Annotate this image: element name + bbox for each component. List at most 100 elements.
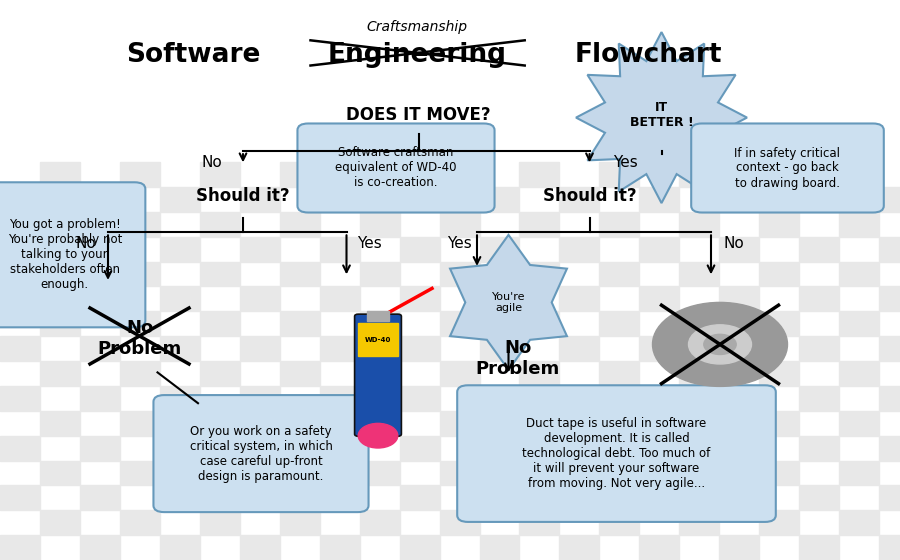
Bar bbox=[400, 386, 439, 411]
Bar bbox=[320, 535, 360, 560]
Bar bbox=[639, 386, 680, 411]
Bar bbox=[280, 460, 319, 486]
Bar bbox=[239, 187, 280, 212]
Bar bbox=[0, 187, 40, 212]
Bar bbox=[0, 486, 40, 510]
Bar bbox=[599, 411, 639, 436]
Bar bbox=[480, 237, 519, 262]
Bar bbox=[680, 361, 719, 386]
Bar bbox=[367, 311, 389, 321]
FancyBboxPatch shape bbox=[355, 314, 401, 436]
Bar bbox=[360, 361, 400, 386]
Bar bbox=[519, 262, 560, 287]
Bar bbox=[400, 436, 439, 460]
Bar bbox=[400, 187, 439, 212]
Text: Or you work on a safety
critical system, in which
case careful up-front
design i: Or you work on a safety critical system,… bbox=[190, 424, 332, 483]
Bar bbox=[799, 237, 839, 262]
Bar bbox=[839, 510, 879, 535]
Bar bbox=[519, 212, 560, 237]
Text: DOES IT MOVE?: DOES IT MOVE? bbox=[346, 106, 490, 124]
Bar bbox=[120, 311, 160, 336]
Bar bbox=[200, 411, 239, 436]
Bar bbox=[120, 460, 160, 486]
Bar bbox=[320, 187, 360, 212]
Bar bbox=[639, 287, 680, 311]
Bar bbox=[320, 436, 360, 460]
Bar bbox=[879, 386, 900, 411]
FancyBboxPatch shape bbox=[457, 385, 776, 522]
Bar bbox=[439, 162, 480, 187]
Bar bbox=[879, 237, 900, 262]
Bar bbox=[320, 386, 360, 411]
Bar bbox=[639, 535, 680, 560]
Text: Should it?: Should it? bbox=[196, 187, 290, 205]
Bar bbox=[599, 510, 639, 535]
Bar bbox=[799, 436, 839, 460]
FancyBboxPatch shape bbox=[691, 124, 884, 213]
Text: Craftsmanship: Craftsmanship bbox=[366, 20, 467, 34]
Bar bbox=[120, 262, 160, 287]
Circle shape bbox=[652, 302, 788, 386]
Bar bbox=[160, 436, 200, 460]
Bar bbox=[680, 460, 719, 486]
Bar bbox=[280, 162, 319, 187]
Bar bbox=[400, 336, 439, 361]
Bar bbox=[400, 237, 439, 262]
Bar bbox=[560, 386, 599, 411]
Bar bbox=[560, 187, 599, 212]
Bar bbox=[160, 237, 200, 262]
Bar bbox=[599, 212, 639, 237]
Bar bbox=[680, 212, 719, 237]
Bar bbox=[160, 336, 200, 361]
Bar bbox=[519, 510, 560, 535]
Bar bbox=[40, 162, 80, 187]
Bar bbox=[280, 510, 319, 535]
Bar bbox=[280, 411, 319, 436]
Bar bbox=[839, 411, 879, 436]
Bar bbox=[439, 411, 480, 436]
Polygon shape bbox=[450, 235, 567, 370]
Text: Duct tape is useful in software
development. It is called
technological debt. To: Duct tape is useful in software developm… bbox=[522, 417, 711, 490]
Bar bbox=[680, 262, 719, 287]
Bar bbox=[639, 336, 680, 361]
Bar bbox=[799, 486, 839, 510]
Bar bbox=[519, 361, 560, 386]
Bar bbox=[480, 287, 519, 311]
Bar bbox=[560, 436, 599, 460]
Bar bbox=[80, 187, 120, 212]
FancyBboxPatch shape bbox=[0, 183, 145, 327]
Bar bbox=[40, 460, 80, 486]
Bar bbox=[200, 262, 239, 287]
Text: You got a problem!
You're probably not
talking to your
stakeholders often
enough: You got a problem! You're probably not t… bbox=[7, 218, 122, 291]
Bar bbox=[120, 361, 160, 386]
Bar bbox=[799, 336, 839, 361]
Bar bbox=[120, 162, 160, 187]
Bar bbox=[400, 535, 439, 560]
Bar bbox=[360, 460, 400, 486]
Bar bbox=[639, 436, 680, 460]
Bar bbox=[280, 311, 319, 336]
Bar bbox=[839, 162, 879, 187]
FancyBboxPatch shape bbox=[297, 124, 495, 213]
FancyBboxPatch shape bbox=[153, 395, 369, 512]
Bar bbox=[239, 486, 280, 510]
Bar bbox=[160, 287, 200, 311]
Bar bbox=[560, 287, 599, 311]
Bar bbox=[80, 386, 120, 411]
Text: Yes: Yes bbox=[446, 236, 472, 251]
Bar bbox=[760, 510, 799, 535]
Bar bbox=[519, 411, 560, 436]
Bar bbox=[480, 535, 519, 560]
Bar bbox=[80, 535, 120, 560]
Bar bbox=[599, 361, 639, 386]
Bar bbox=[200, 311, 239, 336]
Bar bbox=[760, 460, 799, 486]
Bar bbox=[879, 287, 900, 311]
Bar bbox=[80, 336, 120, 361]
Bar bbox=[360, 262, 400, 287]
Bar bbox=[320, 287, 360, 311]
Bar bbox=[560, 237, 599, 262]
Bar bbox=[200, 361, 239, 386]
Bar bbox=[680, 162, 719, 187]
Bar bbox=[360, 311, 400, 336]
